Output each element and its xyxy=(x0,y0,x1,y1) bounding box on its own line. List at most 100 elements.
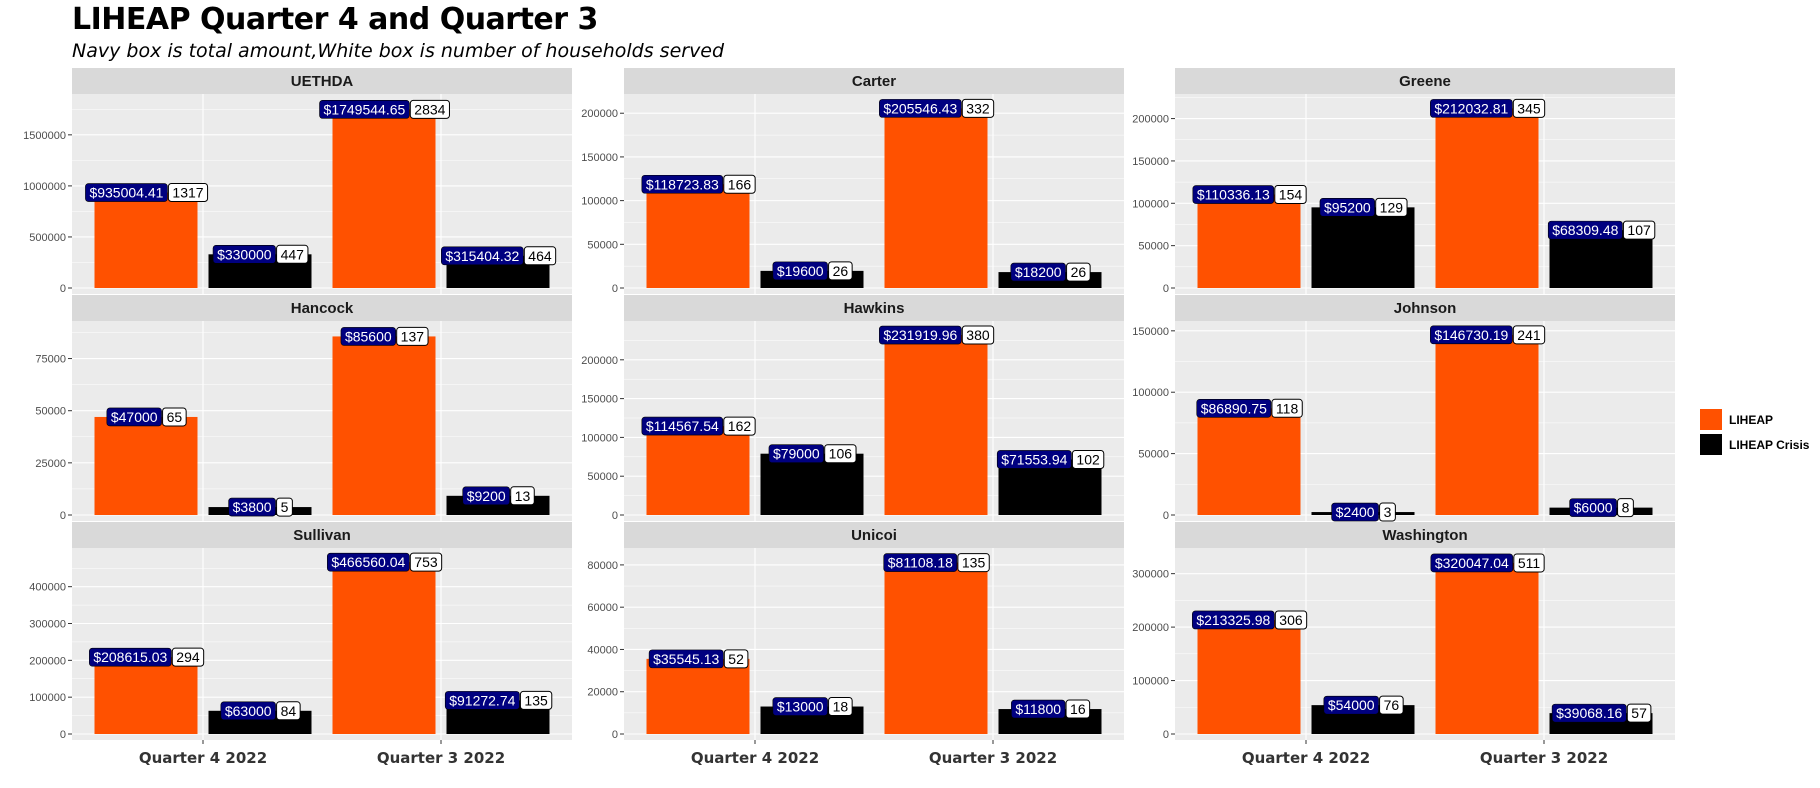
bar-hancock-quarter-3-2022-liheap xyxy=(332,336,436,515)
amount-label-box xyxy=(1547,220,1623,240)
facet-title-hawkins: Hawkins xyxy=(844,300,905,317)
amount-label-box xyxy=(768,444,824,463)
y-tick-label: 150000 xyxy=(581,394,618,406)
amount-label: $39068.16 xyxy=(1556,705,1622,721)
households-label-box xyxy=(1379,502,1396,522)
households-label: 306 xyxy=(1279,612,1303,628)
households-label: 76 xyxy=(1384,697,1400,713)
bar-johnson-quarter-4-2022-liheap xyxy=(1197,408,1301,515)
amount-label-box xyxy=(648,649,724,669)
amount-label-box xyxy=(441,246,524,266)
bar-uethda-quarter-3-2022-liheap xyxy=(332,109,436,289)
households-label-box xyxy=(723,174,756,194)
amount-label-box xyxy=(228,497,276,517)
y-tick-label: 200000 xyxy=(29,655,66,667)
legend-key-liheap-crisis xyxy=(1700,434,1722,455)
bar-greene-quarter-4-2022-liheap-crisis xyxy=(1311,207,1415,288)
bar-carter-quarter-3-2022-liheap xyxy=(884,108,988,288)
amount-label-box xyxy=(212,245,276,264)
y-tick-label: 100000 xyxy=(29,692,66,704)
amount-label: $208615.03 xyxy=(93,649,167,665)
legend: LIHEAP LIHEAP Crisis xyxy=(1700,409,1810,455)
bar-unicoi-quarter-4-2022-liheap xyxy=(646,658,750,734)
bar-carter-quarter-4-2022-liheap xyxy=(646,184,750,288)
facet-title-carter: Carter xyxy=(852,73,896,90)
y-tick-label: 100000 xyxy=(581,432,618,444)
amount-label: $320047.04 xyxy=(1435,555,1509,571)
households-label-box xyxy=(1274,185,1307,205)
x-tick-label: Quarter 3 2022 xyxy=(377,749,505,767)
y-tick-label: 200000 xyxy=(1132,622,1169,634)
households-label-box xyxy=(957,553,990,573)
y-tick-label: 0 xyxy=(612,729,618,741)
amount-label-box xyxy=(1192,610,1275,630)
households-label: 84 xyxy=(281,703,297,719)
amount-label: $86890.75 xyxy=(1201,400,1267,416)
amount-label-box xyxy=(1331,502,1379,522)
facet-unicoi: Unicoi 0 20000 40000 60000 80000 $35545.13 52 $1… xyxy=(587,522,1124,767)
amount-label: $231919.96 xyxy=(883,327,957,343)
x-tick-label: Quarter 3 2022 xyxy=(929,749,1057,767)
y-tick-label: 0 xyxy=(1163,283,1169,295)
households-label-box xyxy=(1622,220,1656,240)
x-tick-label: Quarter 4 2022 xyxy=(1242,749,1370,767)
amount-label: $11800 xyxy=(1015,701,1061,717)
households-label-box xyxy=(276,701,301,721)
facet-strip-hancock xyxy=(72,295,572,321)
amount-label-box xyxy=(106,407,162,427)
y-tick-label: 500000 xyxy=(29,232,66,244)
households-label: 135 xyxy=(524,692,548,708)
amount-label: $2400 xyxy=(1336,504,1375,520)
households-label-box xyxy=(171,647,205,667)
households-label: 511 xyxy=(1518,555,1541,571)
households-label: 107 xyxy=(1627,222,1651,238)
households-label-box xyxy=(1512,98,1546,118)
bar-hawkins-quarter-4-2022-liheap-crisis xyxy=(760,453,864,515)
households-label-box xyxy=(1071,449,1105,469)
amount-label-box xyxy=(1569,498,1617,517)
amount-label-box xyxy=(1430,553,1514,573)
facet-washington: Washington 0 100000 200000 300000 $213325.98 3… xyxy=(1132,522,1675,767)
households-label: 166 xyxy=(728,176,752,192)
y-tick-label: 200000 xyxy=(581,108,618,120)
bar-sullivan-quarter-3-2022-liheap xyxy=(332,562,436,734)
households-label-box xyxy=(723,416,756,436)
amount-label: $63000 xyxy=(225,703,272,719)
households-label-box xyxy=(1379,695,1404,715)
households-label-box xyxy=(1626,703,1652,723)
households-label: 102 xyxy=(1076,451,1100,467)
amount-label: $466560.04 xyxy=(331,554,405,570)
households-label-box xyxy=(824,444,857,464)
y-tick-label: 200000 xyxy=(1132,114,1169,126)
facet-greene: Greene 0 50000 100000 150000 200000 $110336.13… xyxy=(1132,68,1675,295)
bar-greene-quarter-3-2022-liheap xyxy=(1435,108,1539,288)
households-label-box xyxy=(828,261,853,281)
households-label: 154 xyxy=(1279,187,1303,203)
facet-title-greene: Greene xyxy=(1399,73,1451,90)
bar-washington-quarter-3-2022-liheap xyxy=(1435,562,1539,734)
bar-hawkins-quarter-3-2022-liheap xyxy=(884,335,988,515)
households-label-box xyxy=(961,98,995,118)
households-label: 26 xyxy=(833,263,849,279)
households-label-box xyxy=(519,690,553,710)
facet-sullivan: Sullivan 0 100000 200000 300000 400000 $208615… xyxy=(29,522,572,767)
households-label: 57 xyxy=(1631,705,1647,721)
facet-carter: Carter 0 50000 100000 150000 200000 $118723.83… xyxy=(581,68,1124,295)
y-tick-label: 100000 xyxy=(1132,676,1169,688)
y-tick-label: 50000 xyxy=(1138,449,1169,461)
legend-label-liheap: LIHEAP xyxy=(1729,413,1773,427)
households-label: 753 xyxy=(414,554,438,570)
amount-label: $81108.18 xyxy=(888,555,953,571)
amount-label-box xyxy=(319,100,410,119)
households-label: 447 xyxy=(281,246,305,262)
amount-label: $19600 xyxy=(777,263,824,279)
amount-label: $118723.83 xyxy=(646,176,719,192)
households-label: 137 xyxy=(401,328,425,344)
amount-label: $315404.32 xyxy=(445,248,519,264)
y-tick-label: 40000 xyxy=(587,644,618,656)
y-tick-label: 50000 xyxy=(35,406,66,418)
bar-hancock-quarter-4-2022-liheap xyxy=(94,416,198,515)
y-tick-label: 0 xyxy=(612,510,618,522)
amount-label-box xyxy=(641,174,724,194)
amount-label: $54000 xyxy=(1328,697,1375,713)
